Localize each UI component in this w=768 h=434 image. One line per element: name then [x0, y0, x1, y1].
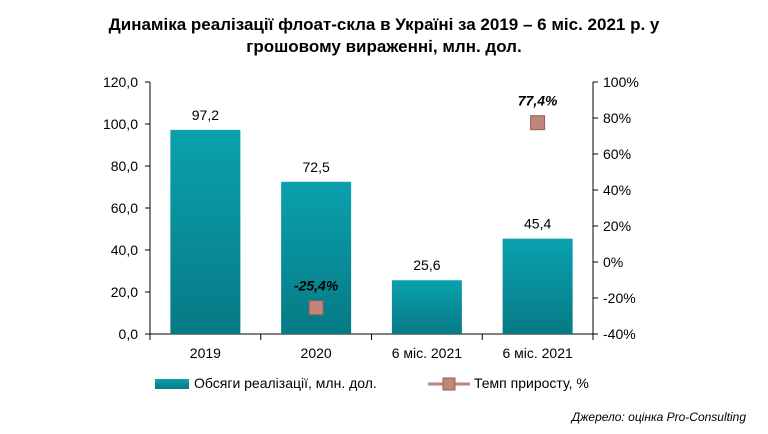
left-tick-label: 80,0 [111, 158, 138, 174]
legend-bar-swatch [155, 379, 189, 389]
bar-data-label: 97,2 [192, 107, 219, 123]
left-tick-label: 20,0 [111, 284, 138, 300]
left-tick-label: 120,0 [103, 74, 138, 90]
chart-title-line2: грошовому вираженні, млн. дол. [246, 37, 522, 56]
x-tick-label: 6 міс. 2021 [392, 345, 463, 361]
left-tick-label: 40,0 [111, 242, 138, 258]
x-tick-label: 2019 [190, 345, 221, 361]
growth-data-label: 77,4% [518, 93, 558, 109]
right-tick-label: 100% [603, 74, 639, 90]
right-tick-label: 40% [603, 182, 631, 198]
bar [391, 280, 462, 334]
bar-data-label: 25,6 [413, 257, 440, 273]
right-tick-label: 80% [603, 110, 631, 126]
growth-marker [308, 300, 324, 316]
left-tick-label: 100,0 [103, 116, 138, 132]
chart-title: Динаміка реалізації флоат-скла в Україні… [0, 14, 768, 58]
x-tick-label: 2020 [301, 345, 332, 361]
growth-marker [530, 115, 546, 131]
legend-bar-label: Обсяги реалізації, млн. дол. [194, 375, 377, 391]
right-tick-label: -20% [603, 290, 636, 306]
growth-data-label: -25,4% [294, 278, 339, 294]
right-tick-label: 0% [603, 254, 623, 270]
x-tick-label: 6 міс. 2021 [502, 345, 573, 361]
legend-growth-swatch [442, 377, 456, 391]
left-tick-label: 0,0 [119, 326, 139, 342]
bar [170, 129, 241, 334]
bar-data-label: 72,5 [303, 159, 330, 175]
right-tick-label: -40% [603, 326, 636, 342]
legend-growth-label: Темп приросту, % [474, 375, 589, 391]
source-note: Джерело: оцінка Pro-Consulting [571, 410, 746, 424]
left-tick-label: 60,0 [111, 200, 138, 216]
bar [502, 238, 573, 334]
chart-title-line1: Динаміка реалізації флоат-скла в Україні… [108, 15, 660, 34]
right-tick-label: 20% [603, 218, 631, 234]
right-tick-label: 60% [603, 146, 631, 162]
bar-data-label: 45,4 [524, 216, 551, 232]
